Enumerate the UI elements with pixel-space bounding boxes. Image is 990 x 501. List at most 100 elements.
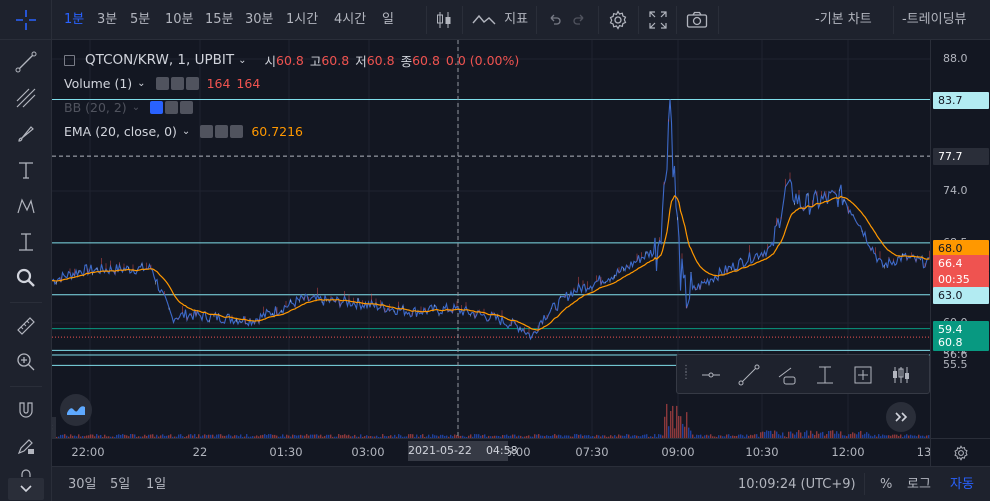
ema-name[interactable]: EMA (20, close, 0) xyxy=(64,123,177,139)
interval-button[interactable]: 1시간 xyxy=(286,12,319,27)
volume-name[interactable]: Volume (1) xyxy=(64,75,133,91)
tradingview-logo-icon xyxy=(67,406,85,415)
gear-icon[interactable] xyxy=(215,124,229,138)
date-price-range-tool[interactable] xyxy=(847,359,879,391)
volume-bar xyxy=(770,430,772,438)
redo-button[interactable] xyxy=(572,0,588,40)
callout-tool[interactable] xyxy=(771,359,803,391)
undo-button[interactable] xyxy=(546,0,562,40)
tradingview-button[interactable]: -트레이딩뷰 xyxy=(902,12,967,27)
volume-bar xyxy=(374,436,376,438)
bb-name[interactable]: BB (20, 2) xyxy=(64,99,127,115)
volume-bar xyxy=(542,435,544,438)
collapse-toolbar-button[interactable] xyxy=(8,478,44,500)
volume-bar xyxy=(780,435,782,438)
range-1d-button[interactable]: 1일 xyxy=(146,477,167,492)
stay-drawing-tool[interactable] xyxy=(12,432,40,460)
interval-button[interactable]: 일 xyxy=(382,12,394,27)
horizontal-ray-tool[interactable] xyxy=(695,359,727,391)
volume-bar xyxy=(468,435,470,438)
gear-icon[interactable] xyxy=(170,76,184,90)
interval-button[interactable]: 4시간 xyxy=(334,12,367,27)
time-scale[interactable]: 22:002201:3003:0004:3006:0007:3009:0010:… xyxy=(52,438,931,466)
volume-bar xyxy=(114,436,116,438)
clock-display[interactable]: 10:09:24 (UTC+9) xyxy=(738,477,856,492)
chevron-down-icon[interactable]: ⌄ xyxy=(137,77,146,89)
chevron-down-icon[interactable]: ⌄ xyxy=(181,125,191,137)
volume-bar xyxy=(846,436,848,438)
volume-bar xyxy=(820,432,822,438)
auto-scale-toggle[interactable]: 자동 xyxy=(950,477,974,492)
close-icon[interactable] xyxy=(180,100,194,114)
range-5d-button[interactable]: 5일 xyxy=(110,477,131,492)
basic-chart-button[interactable]: -기본 차트 xyxy=(815,12,872,27)
screenshot-button[interactable] xyxy=(686,0,708,40)
interval-button[interactable]: 5분 xyxy=(130,12,151,27)
eye-icon[interactable] xyxy=(155,76,169,90)
indicators-button[interactable]: 지표 xyxy=(472,0,528,40)
tradingview-logo[interactable] xyxy=(60,394,92,426)
gear-icon[interactable] xyxy=(165,100,179,114)
text-tool[interactable] xyxy=(12,156,40,184)
volume-bar xyxy=(364,436,366,438)
volume-bar xyxy=(586,435,588,438)
candlestick-icon xyxy=(437,12,451,28)
pattern-tool[interactable] xyxy=(12,192,40,220)
close-value: 60.8 xyxy=(412,52,440,68)
interval-button[interactable]: 1분 xyxy=(64,12,85,27)
interval-button[interactable]: 3분 xyxy=(97,12,118,27)
volume-bar xyxy=(890,435,892,438)
chevron-down-icon[interactable]: ⌄ xyxy=(238,54,247,66)
volume-bar xyxy=(594,436,596,438)
volume-bar xyxy=(810,430,812,438)
trendline-tool[interactable] xyxy=(12,48,40,76)
volume-legend: Volume (1) ⌄ 164 164 xyxy=(64,73,260,93)
volume-ma-value: 164 xyxy=(236,75,261,91)
symbol-title[interactable]: QTCON/KRW, 1, UPBIT xyxy=(85,52,235,68)
collapse-legend-icon[interactable] xyxy=(64,54,75,66)
chevron-down-icon[interactable]: ⌄ xyxy=(131,101,141,113)
drag-handle-icon[interactable]: ⋮ ⋮ xyxy=(681,364,691,381)
trendline-tool[interactable] xyxy=(733,359,765,391)
volume-bar xyxy=(294,435,296,438)
zoom-tool[interactable] xyxy=(12,264,40,292)
close-icon[interactable] xyxy=(230,124,244,138)
magnet-tool[interactable] xyxy=(12,396,40,424)
brush-tool[interactable] xyxy=(12,120,40,148)
log-scale-toggle[interactable]: 로그 xyxy=(907,477,931,492)
volume-bar xyxy=(776,431,778,438)
lock-tool[interactable] xyxy=(12,468,40,488)
zoom-in-tool[interactable] xyxy=(12,348,40,376)
range-30d-button[interactable]: 30일 xyxy=(68,477,97,492)
volume-bar xyxy=(886,435,888,438)
volume-bar xyxy=(710,434,712,438)
interval-button[interactable]: 30분 xyxy=(245,12,274,27)
volume-bar xyxy=(174,436,176,438)
fib-tool[interactable] xyxy=(12,84,40,112)
interval-button[interactable]: 10분 xyxy=(165,12,194,27)
eye-icon[interactable] xyxy=(200,124,214,138)
price-scale[interactable]: 88.074.068.563.060.057.156.655.583.777.7… xyxy=(930,40,990,438)
eye-off-icon[interactable] xyxy=(150,100,164,114)
candle-drawing-tool[interactable] xyxy=(885,359,917,391)
volume-bar xyxy=(654,434,656,438)
fullscreen-button[interactable] xyxy=(648,0,668,40)
interval-button[interactable]: 15분 xyxy=(205,12,234,27)
measure-tool[interactable] xyxy=(12,228,40,256)
volume-bar xyxy=(208,434,210,438)
volume-bar xyxy=(96,434,98,438)
gear-icon xyxy=(609,9,627,30)
scroll-to-realtime-button[interactable] xyxy=(886,402,916,432)
scale-settings-button[interactable] xyxy=(930,438,990,466)
close-icon[interactable] xyxy=(185,76,199,90)
candle-type-button[interactable] xyxy=(436,0,452,40)
expand-left-toolbar[interactable]: ‹ xyxy=(52,417,56,438)
volume-bar xyxy=(790,431,792,438)
ruler-tool[interactable] xyxy=(12,312,40,340)
volume-bar xyxy=(260,435,262,438)
crosshair-tool-button[interactable] xyxy=(0,0,52,40)
price-range-tool[interactable] xyxy=(809,359,841,391)
settings-button[interactable] xyxy=(608,0,628,40)
percent-scale-toggle[interactable]: % xyxy=(880,477,893,492)
volume-bar xyxy=(130,434,132,438)
